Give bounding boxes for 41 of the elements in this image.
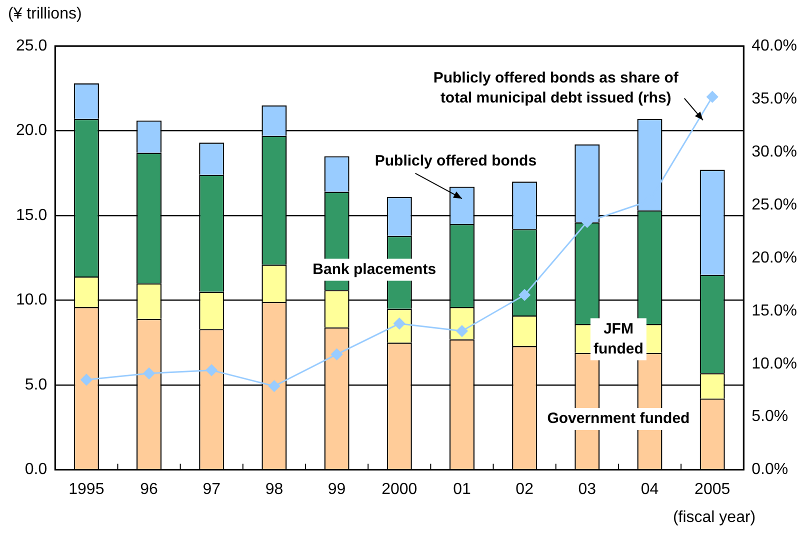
y2-tick-label: 15.0% — [752, 302, 798, 320]
y2-tick-label: 25.0% — [752, 196, 798, 214]
x-tick-label: 02 — [516, 480, 534, 498]
series-label: Bank placements — [312, 260, 436, 278]
series-label: Publicly offered bonds as share of total municipal debt issued (rhs) — [433, 70, 680, 107]
y-tick-label: 0.0 — [24, 461, 48, 478]
y2-tick-label: 20.0% — [752, 249, 798, 266]
point — [143, 368, 155, 380]
y-axis-title: (¥ trillions) — [8, 5, 82, 22]
y2-tick-label: 35.0% — [752, 90, 798, 108]
y2-tick-label: 5.0% — [752, 408, 788, 426]
y-tick-label: 5.0 — [24, 376, 48, 394]
point — [331, 348, 343, 360]
point — [206, 364, 218, 376]
series-label: Government funded — [547, 410, 690, 428]
point — [268, 380, 280, 392]
x-tick-label: 1995 — [68, 480, 104, 498]
y2-tick-label: 30.0% — [752, 143, 798, 160]
y-tick-label: 15.0 — [16, 206, 48, 224]
x-tick-label: 99 — [328, 480, 346, 498]
y2-tick-label: 0.0% — [752, 461, 788, 478]
point — [706, 91, 718, 103]
point — [456, 325, 468, 337]
x-tick-label: 96 — [140, 480, 158, 498]
y-tick-label: 25.0 — [16, 37, 48, 54]
x-tick-label: 2005 — [694, 480, 730, 498]
x-tick-label: 2000 — [382, 480, 418, 498]
y2-tick-label: 40.0% — [752, 37, 798, 54]
series-label: Publicly offered bonds — [374, 152, 537, 170]
x-tick-label: 98 — [265, 480, 284, 498]
x-tick-label: 03 — [578, 480, 596, 498]
x-axis-title: (fiscal year) — [672, 509, 756, 526]
x-tick-label: 01 — [453, 480, 471, 498]
y-tick-label: 10.0 — [16, 292, 48, 309]
y2-tick-label: 10.0% — [752, 355, 798, 372]
y-tick-label: 20.0 — [16, 122, 48, 140]
point — [80, 374, 92, 386]
x-tick-label: 97 — [202, 480, 221, 498]
point — [518, 289, 530, 301]
series-label: JFM funded — [593, 320, 644, 358]
x-tick-label: 04 — [640, 480, 659, 498]
